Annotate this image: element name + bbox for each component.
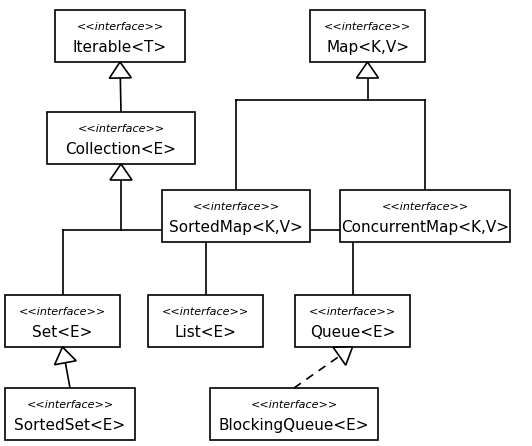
Bar [148,295,263,347]
Bar [295,295,410,347]
Text: <<interface>>: <<interface>> [77,124,164,134]
Text: List<E>: List<E> [174,325,236,340]
Text: <<interface>>: <<interface>> [19,307,106,317]
Text: ConcurrentMap<K,V>: ConcurrentMap<K,V> [341,220,509,235]
Polygon shape [55,347,76,365]
Text: <<interface>>: <<interface>> [324,22,411,32]
Text: Set<E>: Set<E> [32,325,93,340]
Text: <<interface>>: <<interface>> [309,307,396,317]
Text: <<interface>>: <<interface>> [251,400,338,409]
Polygon shape [333,347,353,365]
Bar [210,388,378,440]
Bar [47,112,195,164]
Text: Iterable<T>: Iterable<T> [73,40,167,55]
Bar [55,10,185,62]
Text: <<interface>>: <<interface>> [27,400,114,409]
Text: Queue<E>: Queue<E> [310,325,395,340]
Polygon shape [356,62,378,78]
Text: <<interface>>: <<interface>> [381,202,469,212]
Bar [340,190,510,242]
Text: <<interface>>: <<interface>> [193,202,280,212]
Bar [5,388,135,440]
Polygon shape [109,62,131,78]
Bar [162,190,310,242]
Text: SortedMap<K,V>: SortedMap<K,V> [169,220,303,235]
Bar [310,10,425,62]
Bar [5,295,120,347]
Text: SortedSet<E>: SortedSet<E> [14,418,126,433]
Text: BlockingQueue<E>: BlockingQueue<E> [219,418,369,433]
Polygon shape [110,164,132,180]
Text: Collection<E>: Collection<E> [65,142,177,157]
Text: Map<K,V>: Map<K,V> [326,40,409,55]
Text: <<interface>>: <<interface>> [77,22,164,32]
Text: <<interface>>: <<interface>> [162,307,249,317]
